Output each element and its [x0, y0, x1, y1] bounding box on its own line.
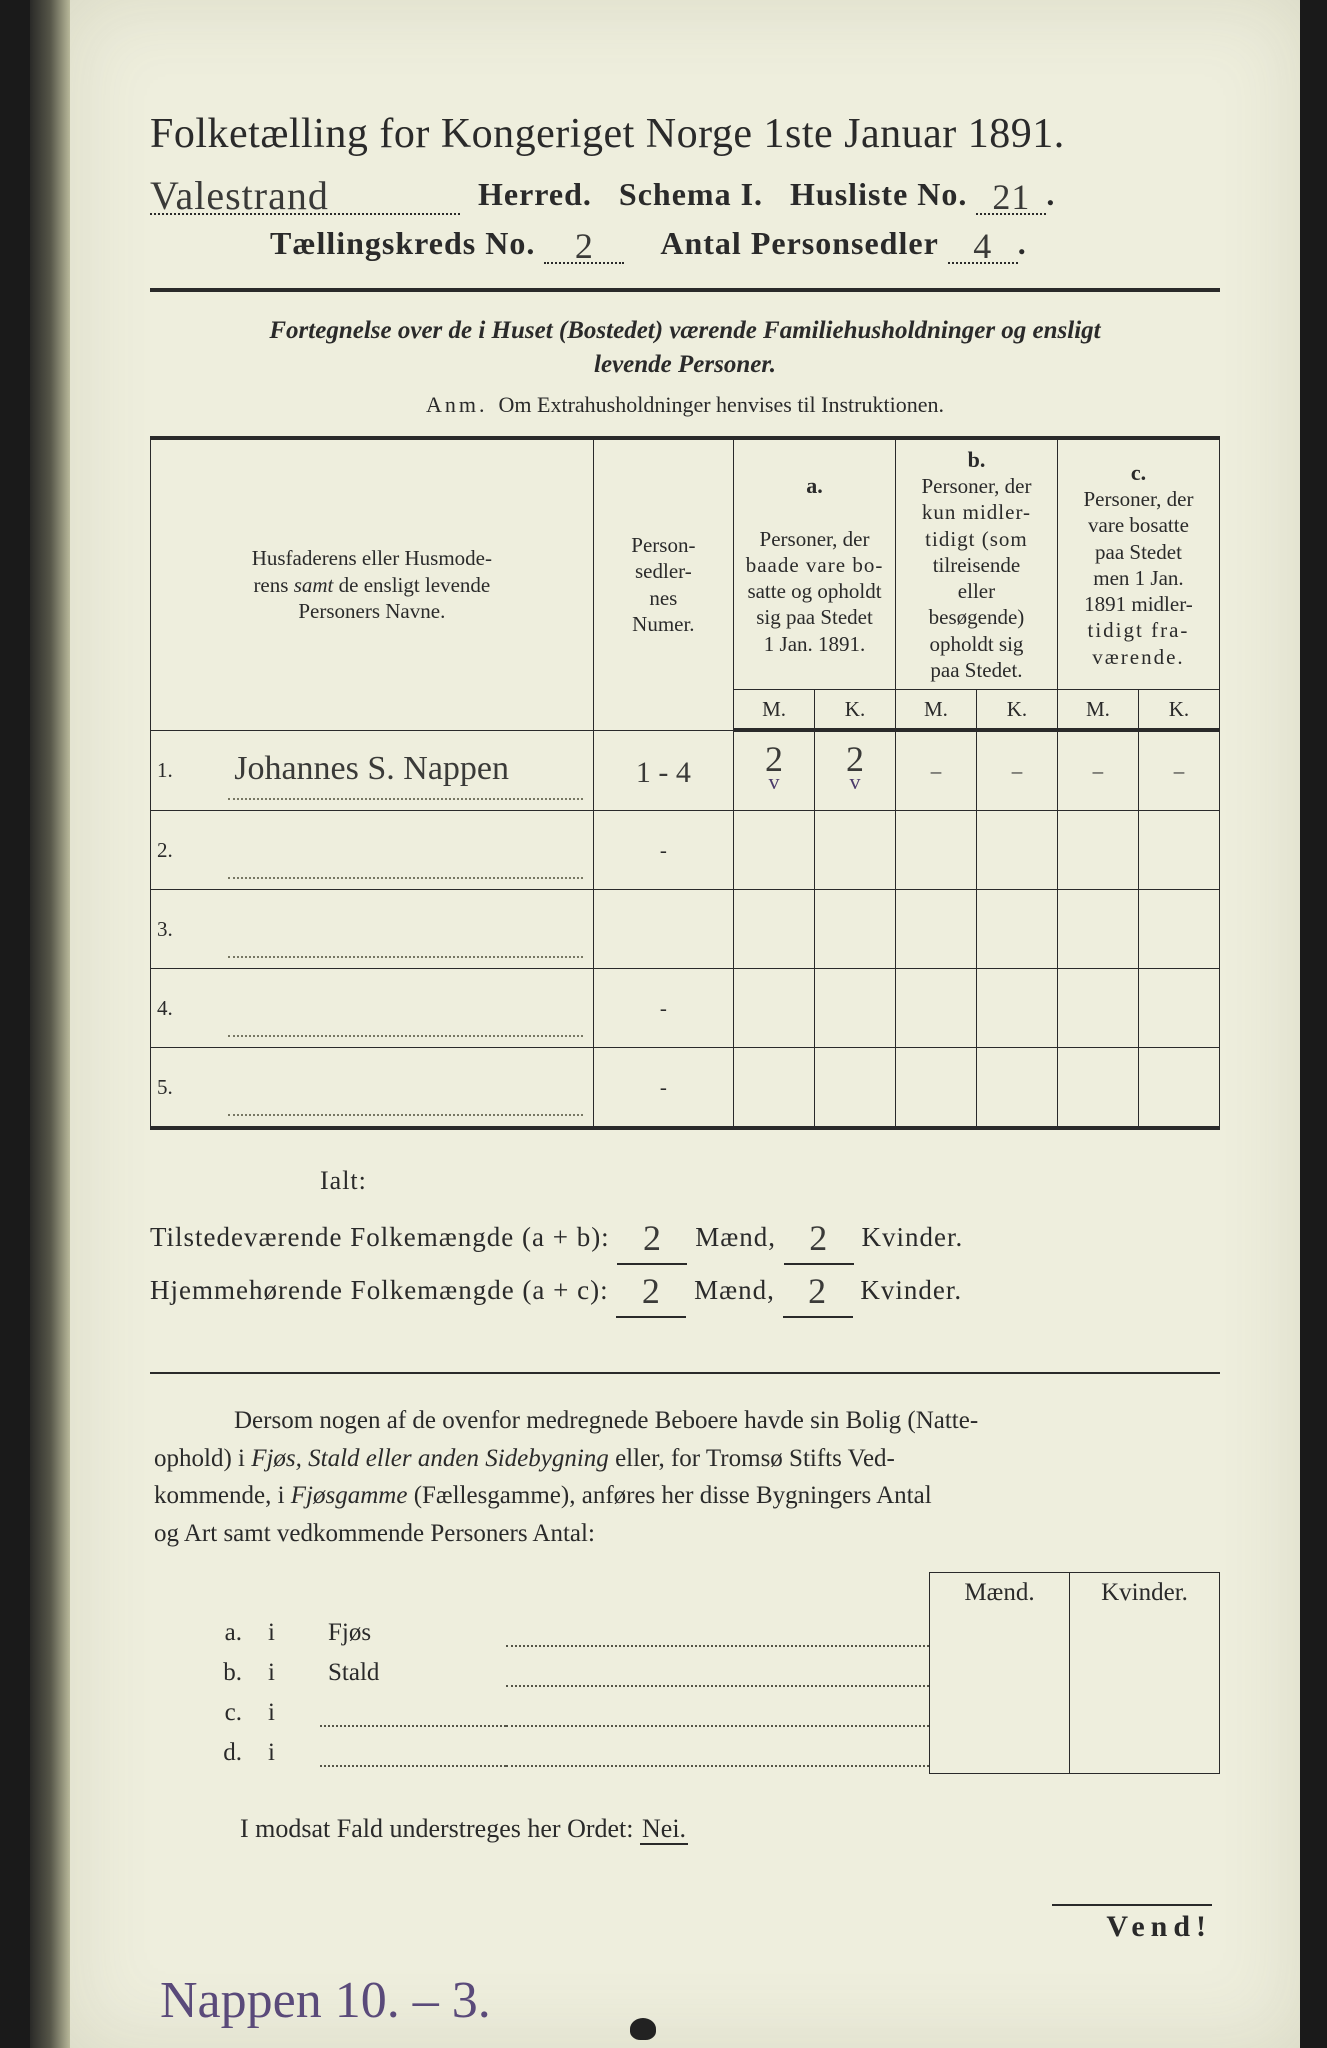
lower-table: Mænd. Kvinder. a. i Fjøs b. i Stald	[150, 1572, 1220, 1774]
c-m-label: M.	[1057, 690, 1138, 731]
header-line-2: Valestrand Herred. Schema I. Husliste No…	[150, 176, 1220, 215]
antal-value: 4	[973, 234, 992, 259]
title: Folketælling for Kongeriget Norge 1ste J…	[150, 110, 1220, 158]
tot1-k: 2	[809, 1226, 828, 1251]
scan-binding-edge	[30, 0, 70, 2048]
page: Folketælling for Kongeriget Norge 1ste J…	[0, 0, 1327, 2048]
subheading-l1: Fortegnelse over de i Huset (Bostedet) v…	[269, 317, 1100, 344]
rule-top	[150, 288, 1220, 292]
ialt-label: Ialt:	[320, 1156, 1220, 1205]
name-cell: Johannes S. Nappen	[228, 730, 593, 811]
anm-prefix: Anm.	[426, 392, 488, 417]
nei-line: I modsat Fald understreges her Ordet: Ne…	[240, 1814, 1220, 1844]
ink-speck	[630, 2018, 656, 2040]
table-row: 5. -	[151, 1048, 1220, 1129]
table-row: 3.	[151, 890, 1220, 969]
b-k-cell: –	[976, 730, 1057, 811]
a-m-label: M.	[734, 690, 815, 731]
b-k-label: K.	[976, 690, 1057, 731]
b-m-cell: –	[895, 730, 976, 811]
tot2-k: 2	[808, 1279, 827, 1304]
lower-maend-label: Mænd.	[930, 1573, 1070, 1614]
num-cell: -	[593, 811, 733, 890]
num-cell: -	[593, 969, 733, 1048]
name-cell	[228, 1048, 593, 1129]
content-area: Folketælling for Kongeriget Norge 1ste J…	[70, 0, 1300, 1884]
kreds-value: 2	[575, 234, 594, 259]
bottom-handwritten-note: Nappen 10. – 3.	[160, 1971, 491, 2030]
col-name-header: Husfaderens eller Husmode- rens samt de …	[151, 438, 594, 731]
kreds-label: Tællingskreds No.	[270, 225, 535, 261]
totals-line-1: Tilstedeværende Folkemængde (a + b): 2 M…	[150, 1212, 1220, 1265]
totals-block: Ialt: Tilstedeværende Folkemængde (a + b…	[150, 1156, 1220, 1318]
a-k-cell: 2 v	[815, 730, 896, 811]
table-row: 2. -	[151, 811, 1220, 890]
b-m-label: M.	[895, 690, 976, 731]
subheading-l2: levende Personer.	[594, 351, 776, 378]
antal-label: Antal Personsedler	[660, 225, 938, 261]
a-m-cell: 2 v	[734, 730, 815, 811]
num-cell	[593, 890, 733, 969]
totals-line-2: Hjemmehørende Folkemængde (a + c): 2 Mæn…	[150, 1265, 1220, 1318]
c-k-label: K.	[1138, 690, 1219, 731]
col-num-header: Person- sedler- nes Numer.	[593, 438, 733, 731]
col-b-header: b. Personer, der kun midler- tidigt (som…	[895, 438, 1057, 690]
row-number: 3.	[151, 890, 229, 969]
herred-value: Valestrand	[150, 182, 329, 210]
paragraph: Dersom nogen af de ovenfor medregnede Be…	[154, 1402, 1216, 1552]
name-cell	[228, 811, 593, 890]
husliste-value: 21	[992, 185, 1030, 210]
row-number: 2.	[151, 811, 229, 890]
lower-row: c. i	[150, 1693, 1220, 1733]
table-row: 4. -	[151, 969, 1220, 1048]
lower-row: b. i Stald	[150, 1653, 1220, 1693]
lower-row: d. i	[150, 1733, 1220, 1773]
c-m-cell: –	[1057, 730, 1138, 811]
tot1-m: 2	[643, 1226, 662, 1251]
tot2-m: 2	[642, 1279, 661, 1304]
c-k-cell: –	[1138, 730, 1219, 811]
row-number: 5.	[151, 1048, 229, 1129]
header-line-3: Tællingskreds No. 2 Antal Personsedler 4…	[270, 225, 1220, 264]
col-c-header: c. Personer, der vare bosatte paa Stedet…	[1057, 438, 1219, 690]
row-number: 4.	[151, 969, 229, 1048]
paper-sheet: Folketælling for Kongeriget Norge 1ste J…	[70, 0, 1300, 2048]
rule-mid	[150, 1372, 1220, 1374]
a-k-label: K.	[815, 690, 896, 731]
anm-text: Om Extrahusholdninger henvises til Instr…	[499, 392, 944, 417]
schema-label: Schema I.	[619, 176, 763, 212]
lower-row: a. i Fjøs	[150, 1613, 1220, 1653]
num-cell: -	[593, 1048, 733, 1129]
row-number: 1.	[151, 730, 229, 811]
name-cell	[228, 969, 593, 1048]
nei-word: Nei.	[640, 1814, 688, 1845]
herred-label: Herred.	[478, 176, 592, 212]
vend-label: Vend!	[1052, 1904, 1212, 1944]
lower-kvinder-label: Kvinder.	[1070, 1573, 1220, 1614]
table-row: 1. Johannes S. Nappen 1 - 4 2 v 2 v –	[151, 730, 1220, 811]
name-cell	[228, 890, 593, 969]
num-cell: 1 - 4	[593, 730, 733, 811]
col-a-header: a. Personer, der baade vare bo- satte og…	[734, 438, 896, 690]
subheading: Fortegnelse over de i Huset (Bostedet) v…	[150, 314, 1220, 382]
main-table: Husfaderens eller Husmode- rens samt de …	[150, 436, 1220, 1131]
husliste-label: Husliste No.	[790, 176, 967, 212]
anm-line: Anm. Om Extrahusholdninger henvises til …	[150, 392, 1220, 418]
